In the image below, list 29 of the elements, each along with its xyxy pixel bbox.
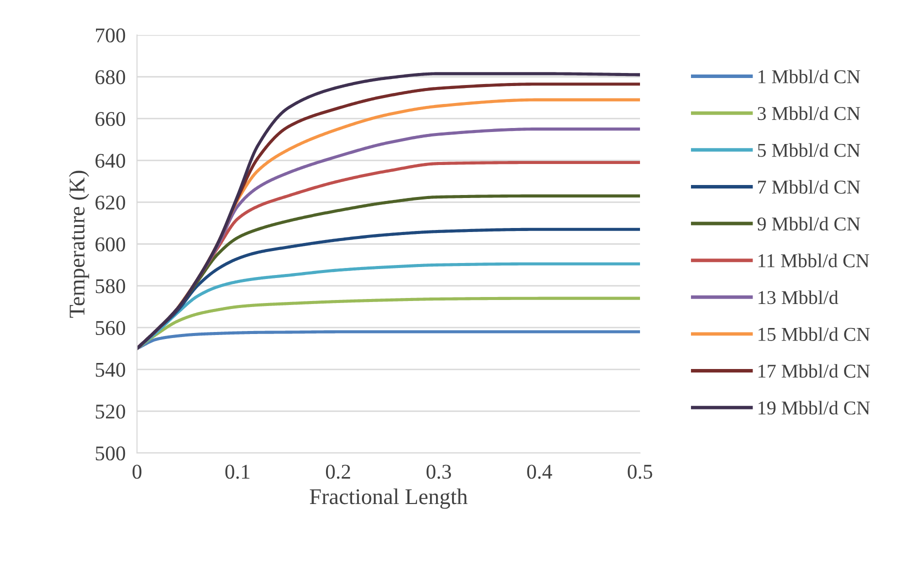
- legend-label: 17 Mbbl/d CN: [758, 364, 870, 378]
- x-tick-label: 0.2: [326, 464, 350, 479]
- x-tick-label: 0.3: [426, 464, 452, 479]
- x-tick-label: 0.1: [225, 464, 250, 479]
- legend-label: 7 Mbbl/d CN: [758, 180, 860, 194]
- legend-label: 11 Mbbl/d CN: [758, 254, 870, 268]
- y-tick-label: 660: [96, 112, 126, 126]
- y-tick-label: 540: [96, 362, 126, 377]
- y-tick-label: 640: [96, 154, 126, 168]
- legend-label: 9 Mbbl/d CN: [758, 216, 860, 231]
- y-tick-label: 500: [96, 446, 126, 460]
- x-tick-label: 0.4: [527, 464, 552, 479]
- x-axis-title: Fractional Length: [310, 488, 468, 509]
- y-tick-label: 680: [96, 70, 126, 84]
- y-tick-label: 560: [96, 320, 126, 336]
- y-tick-label: 700: [96, 28, 126, 42]
- y-tick-label: 600: [96, 237, 126, 252]
- y-tick-label: 520: [96, 404, 126, 419]
- legend-label: 3 Mbbl/d CN: [758, 106, 860, 120]
- y-tick-label: 580: [96, 279, 126, 294]
- legend-label: 15 Mbbl/d CN: [758, 327, 870, 341]
- legend-label: 5 Mbbl/d CN: [758, 143, 860, 157]
- legend-label: 19 Mbbl/d CN: [758, 400, 870, 415]
- x-tick-label: 0: [132, 464, 142, 479]
- legend-label: 13 Mbbl/d: [758, 290, 838, 304]
- x-tick-label: 0.5: [628, 464, 652, 479]
- y-tick-label: 620: [96, 196, 126, 210]
- y-axis-title: Temperature (K): [68, 170, 90, 318]
- legend-label: 1 Mbbl/d CN: [758, 70, 860, 84]
